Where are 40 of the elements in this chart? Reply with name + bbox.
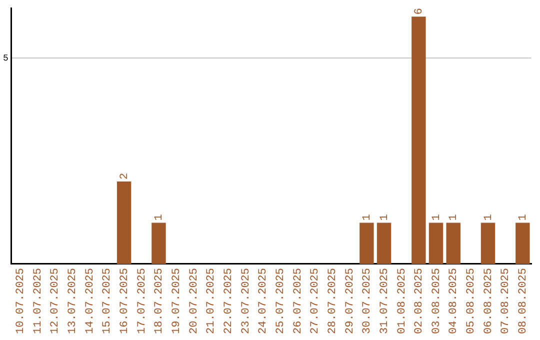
data-label: 1	[482, 214, 495, 221]
x-tick-label: 06.08.2025	[482, 268, 495, 334]
data-label: 1	[378, 214, 391, 221]
x-tick-label: 05.08.2025	[466, 268, 478, 334]
x-tick-label: 21.07.2025	[206, 268, 218, 334]
x-tick-label: 02.08.2025	[414, 268, 426, 334]
data-label: 1	[430, 214, 443, 221]
data-label: 6	[414, 8, 426, 15]
x-tick-label: 23.07.2025	[240, 268, 252, 334]
x-tick-label: 11.07.2025	[32, 268, 44, 334]
x-tick-label: 31.07.2025	[378, 268, 391, 334]
x-tick-label: 22.07.2025	[222, 268, 235, 334]
y-tick-label: 5	[2, 53, 8, 64]
x-tick-label: 12.07.2025	[50, 268, 62, 334]
x-tick-label: 19.07.2025	[170, 268, 183, 334]
x-tick-label: 13.07.2025	[66, 268, 79, 334]
x-tick-label: 16.07.2025	[118, 268, 131, 334]
x-tick-label: 07.08.2025	[500, 268, 512, 334]
x-tick-label: 26.07.2025	[292, 268, 304, 334]
x-tick-label: 18.07.2025	[154, 268, 166, 334]
data-label: 2	[118, 172, 131, 180]
x-tick-label: 20.07.2025	[188, 268, 200, 334]
x-tick-label: 25.07.2025	[274, 268, 287, 334]
x-tick-label: 04.08.2025	[448, 268, 460, 334]
x-tick-label: 29.07.2025	[344, 268, 356, 334]
x-tick-label: 15.07.2025	[102, 268, 114, 334]
x-tick-label: 14.07.2025	[84, 268, 96, 334]
x-tick-label: 01.08.2025	[396, 268, 408, 334]
x-tick-label: 28.07.2025	[326, 268, 339, 334]
x-tick-label: 08.08.2025	[518, 268, 530, 334]
x-tick-label: 17.07.2025	[136, 268, 148, 334]
data-label: 1	[362, 214, 374, 221]
x-tick-label: 30.07.2025	[362, 268, 374, 334]
data-label: 1	[154, 214, 166, 221]
x-tick-label: 10.07.2025	[14, 268, 27, 334]
data-label: 1	[518, 214, 530, 221]
data-label: 1	[448, 214, 460, 221]
x-tick-label: 03.08.2025	[430, 268, 443, 334]
x-tick-label: 24.07.2025	[258, 268, 270, 334]
x-tick-label: 27.07.2025	[310, 268, 322, 334]
